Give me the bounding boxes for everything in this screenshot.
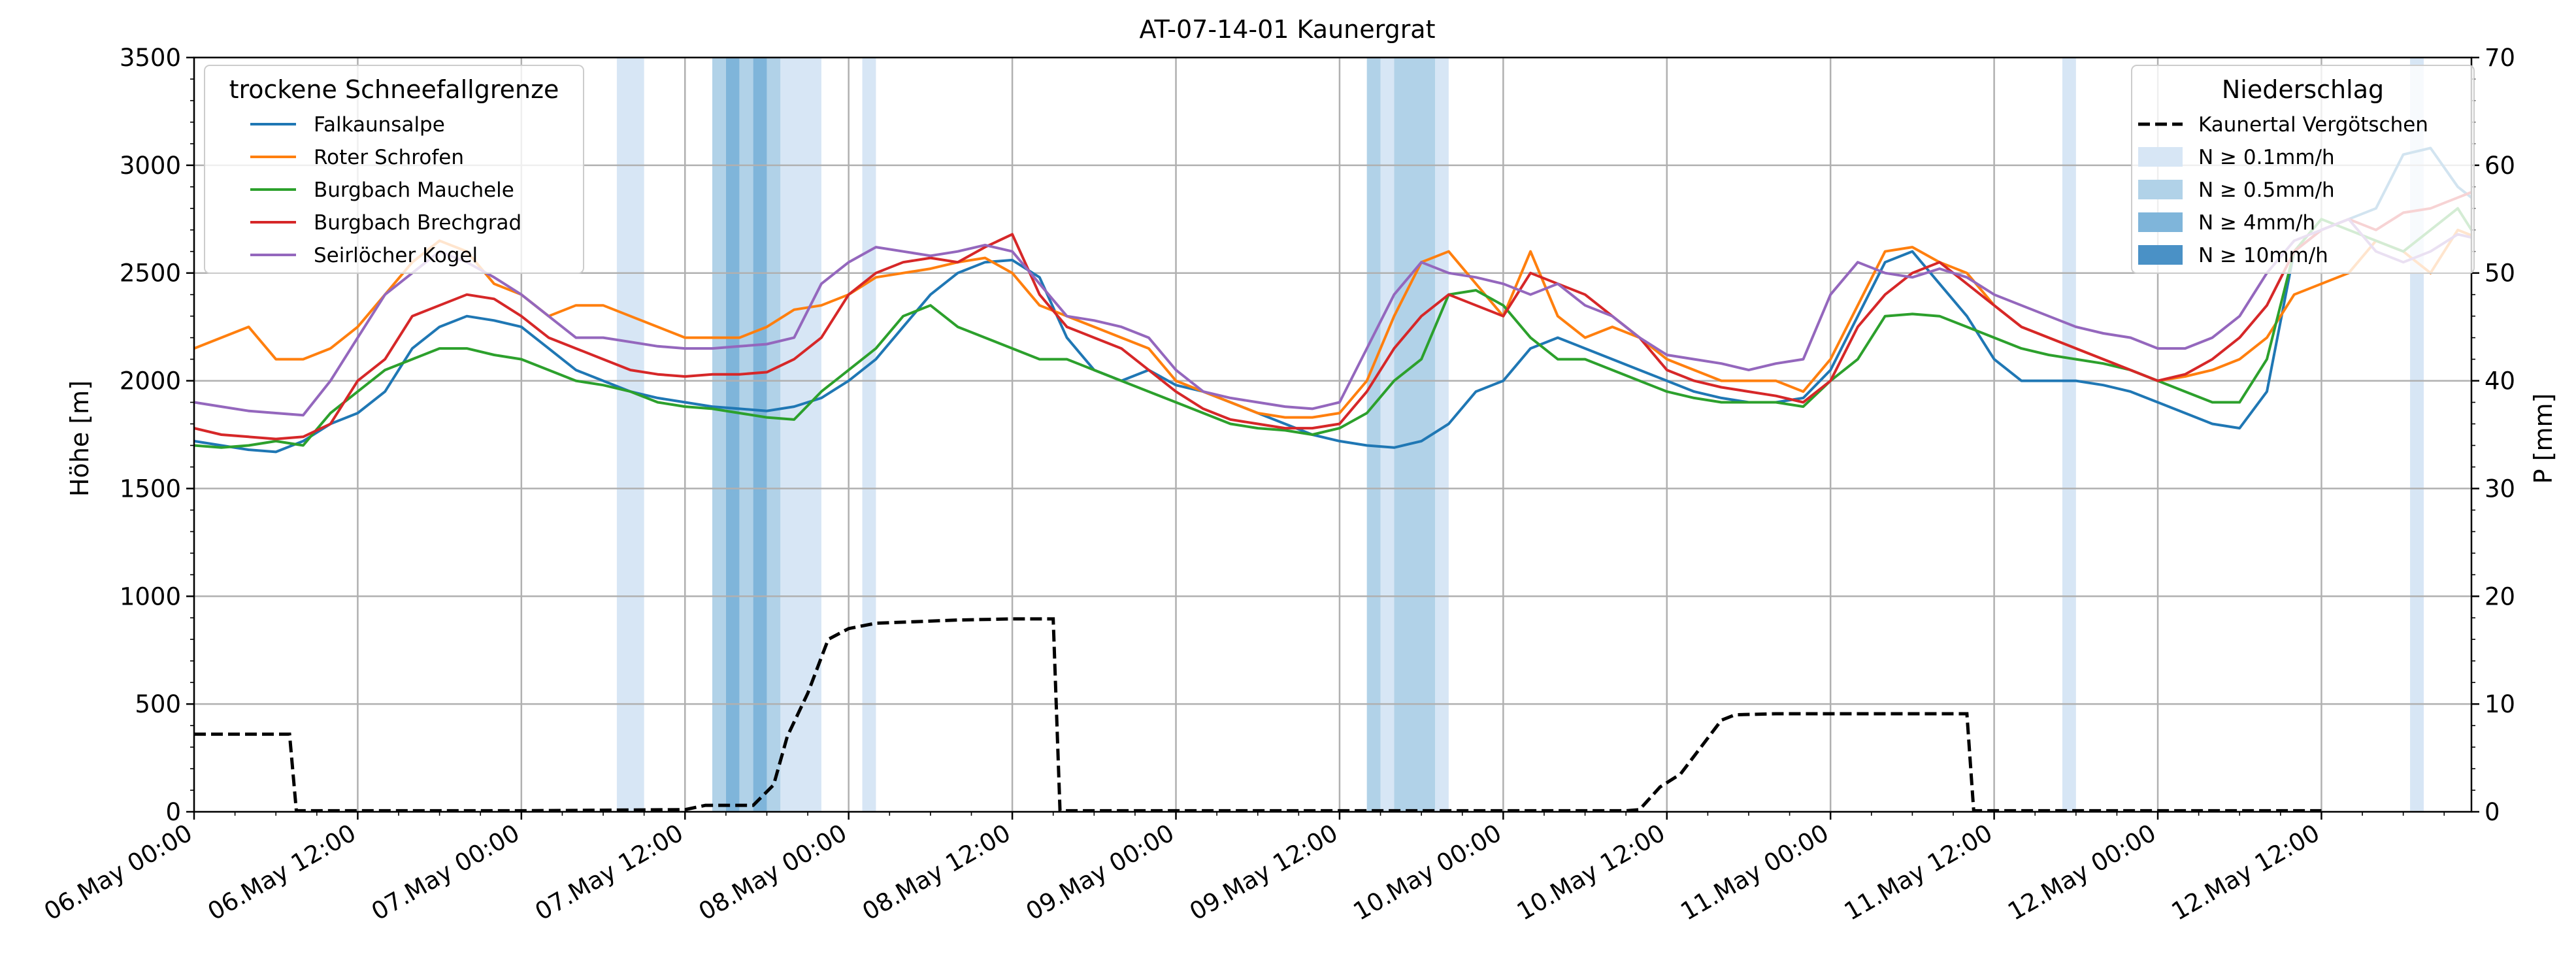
y-tick-label-3: 1500 <box>120 475 181 503</box>
series-line-3 <box>194 190 2471 441</box>
y-tick-label-6: 3000 <box>120 152 181 180</box>
y-axis-label: Höhe [m] <box>65 380 94 497</box>
legend-precip-band-swatch-1 <box>2138 180 2183 199</box>
y-tick-label-4: 2000 <box>120 367 181 395</box>
precip-band-12 <box>2062 58 2076 812</box>
precip-band-11 <box>1435 58 1449 812</box>
legend-snowline-label-2: Burgbach Mauchele <box>314 178 514 202</box>
series-line-0 <box>194 146 2471 454</box>
precip-band-2 <box>725 58 740 812</box>
legend-precip: Niederschlag Kaunertal Vergötschen N ≥ 0.… <box>2131 65 2475 274</box>
precip-band-3 <box>739 58 753 812</box>
legend-precip-band-swatch-2 <box>2138 212 2183 232</box>
series-lines <box>194 146 2471 812</box>
legend-snowline: trockene Schneefallgrenze Falkaunsalpe Ro… <box>204 65 584 274</box>
legend-precip-band-label-2: N ≥ 4mm/h <box>2198 211 2315 235</box>
legend-precip-band-swatch-0 <box>2138 147 2183 167</box>
series-line-2 <box>194 207 2471 449</box>
y-tick-label-7: 3500 <box>120 44 181 72</box>
legend-precip-line-label: Kaunertal Vergötschen <box>2198 113 2428 137</box>
precip-band-1 <box>712 58 726 812</box>
y2-tick-label-1: 10 <box>2485 690 2515 718</box>
chart-title: AT-07-14-01 Kaunergrat <box>1139 15 1435 44</box>
precip-band-8 <box>1366 58 1381 812</box>
precip-band-10 <box>1394 58 1436 812</box>
legend-snowline-title: trockene Schneefallgrenze <box>229 75 559 104</box>
precip-band-4 <box>753 58 767 812</box>
precip-bands <box>616 58 2424 812</box>
legend-precip-box <box>2131 65 2475 274</box>
y-tick-label-0: 0 <box>165 798 181 826</box>
y-tick-label-2: 1000 <box>120 582 181 610</box>
legend-precip-band-label-1: N ≥ 0.5mm/h <box>2198 178 2335 202</box>
y2-axis-label: P [mm] <box>2529 393 2558 484</box>
axes-frame <box>193 56 2473 813</box>
y2-tick-label-5: 50 <box>2485 259 2515 288</box>
precip-line <box>194 617 2322 812</box>
precip-band-6 <box>780 58 821 812</box>
legend-precip-band-label-0: N ≥ 0.1mm/h <box>2198 146 2335 169</box>
legend-precip-band-swatch-3 <box>2138 245 2183 265</box>
precip-band-7 <box>862 58 876 812</box>
y2-tick-label-0: 0 <box>2485 798 2500 826</box>
y2-tick-label-4: 40 <box>2485 367 2515 395</box>
y2-tick-label-3: 30 <box>2485 475 2515 503</box>
legend-precip-title: Niederschlag <box>2222 75 2384 104</box>
y2-tick-label-2: 20 <box>2485 582 2515 610</box>
y2-tick-label-6: 60 <box>2485 152 2515 180</box>
legend-snowline-label-3: Burgbach Brechgrad <box>314 211 521 235</box>
precip-band-0 <box>616 58 644 812</box>
legend-snowline-box <box>204 65 584 274</box>
y-tick-label-5: 2500 <box>120 259 181 288</box>
legend-precip-band-label-3: N ≥ 10mm/h <box>2198 244 2328 267</box>
precip-band-5 <box>767 58 781 812</box>
legend-snowline-label-1: Roter Schrofen <box>314 146 464 169</box>
legend-snowline-label-0: Falkaunsalpe <box>314 113 445 137</box>
legend-snowline-label-4: Seirlöcher Kogel <box>314 244 478 267</box>
precip-band-9 <box>1380 58 1395 812</box>
y2-tick-label-7: 70 <box>2485 44 2515 72</box>
y-tick-label-1: 500 <box>135 690 181 718</box>
series-line-4 <box>194 218 2471 417</box>
